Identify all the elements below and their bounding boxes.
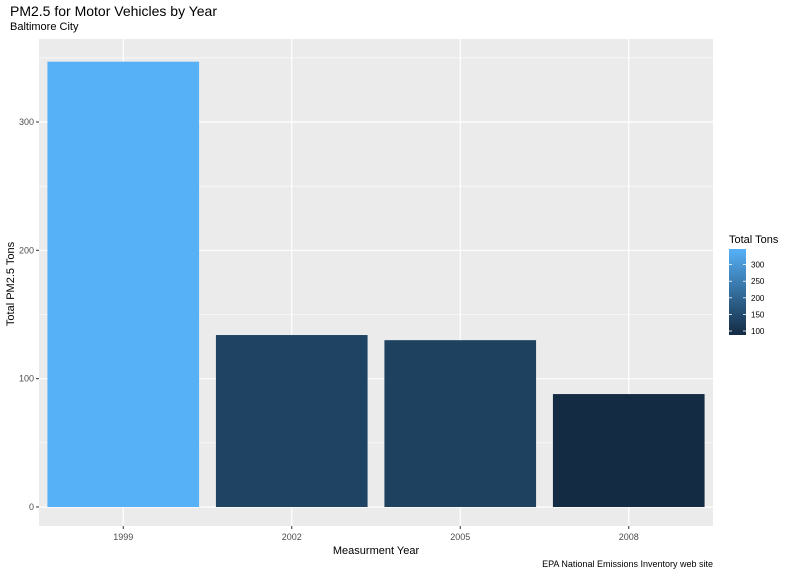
chart-title: PM2.5 for Motor Vehicles by Year bbox=[10, 3, 217, 19]
legend-colorbar bbox=[729, 249, 746, 335]
y-tick-label: 0 bbox=[29, 502, 34, 512]
bar-2005 bbox=[384, 340, 537, 507]
x-axis: 1999 2002 2005 2008 bbox=[113, 526, 639, 542]
y-tick-label: 300 bbox=[19, 117, 34, 127]
y-axis: 0 100 200 300 bbox=[19, 117, 39, 512]
x-tick-label: 1999 bbox=[113, 532, 133, 542]
legend-tick-label: 100 bbox=[751, 327, 765, 336]
chart-subtitle: Baltimore City bbox=[10, 21, 79, 33]
x-tick-label: 2008 bbox=[619, 532, 639, 542]
y-tick-label: 100 bbox=[19, 374, 34, 384]
chart-caption: EPA National Emissions Inventory web sit… bbox=[542, 559, 713, 569]
legend-ticks: 100 150 200 250 300 bbox=[729, 261, 765, 336]
legend-tick-label: 250 bbox=[751, 277, 765, 286]
y-axis-label: Total PM2.5 Tons bbox=[5, 241, 17, 326]
legend-tick-label: 200 bbox=[751, 294, 765, 303]
x-tick-label: 2002 bbox=[282, 532, 302, 542]
legend-title: Total Tons bbox=[729, 234, 779, 246]
x-tick-label: 2005 bbox=[450, 532, 470, 542]
bar-1999 bbox=[47, 61, 200, 507]
bar-2002 bbox=[215, 335, 368, 507]
y-tick-label: 200 bbox=[19, 245, 34, 255]
x-axis-label: Measurment Year bbox=[333, 545, 420, 557]
legend-tick-label: 300 bbox=[751, 261, 765, 270]
bars bbox=[47, 61, 705, 507]
legend-tick-label: 150 bbox=[751, 310, 765, 319]
bar-2008 bbox=[552, 394, 705, 507]
